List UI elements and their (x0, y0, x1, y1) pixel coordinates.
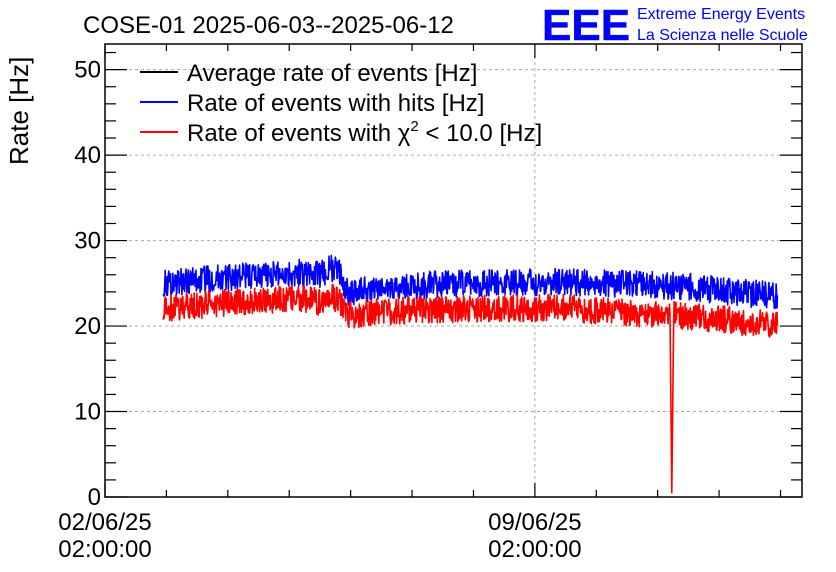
eee-logo-line2: La Scienza nelle Scuole (637, 27, 808, 44)
x-tick-label-date: 02/06/25 (58, 509, 151, 536)
eee-logo-line1: Extreme Energy Events (637, 6, 805, 23)
y-tick-label: 50 (74, 57, 101, 84)
legend-label-0: Average rate of events [Hz] (187, 60, 477, 87)
y-tick-label: 0 (88, 484, 101, 511)
eee-logo: EEE Extreme Energy Events La Scienza nel… (542, 1, 808, 51)
plot-frame (104, 43, 803, 498)
y-tick-label: 30 (74, 228, 101, 255)
y-tick-label: 20 (74, 313, 101, 340)
legend-label-1: Rate of events with hits [Hz] (187, 90, 484, 117)
chart-title: COSE-01 2025-06-03--2025-06-12 (83, 12, 454, 39)
y-tick-label: 10 (74, 399, 101, 426)
x-tick-label-time: 02:00:00 (488, 536, 581, 563)
eee-logo-mark: EEE (542, 1, 630, 50)
x-tick-label-date: 09/06/25 (488, 509, 581, 536)
axes: 0102030405002/06/2502:00:0009/06/2502:00… (58, 43, 803, 563)
series-line-1 (162, 254, 779, 310)
grid-lines (105, 44, 802, 497)
series-layer (162, 254, 779, 494)
x-tick-label-time: 02:00:00 (58, 536, 151, 563)
series-line-2 (162, 283, 779, 494)
legend: Average rate of events [Hz] Rate of event… (140, 60, 542, 147)
y-tick-label: 40 (74, 142, 101, 169)
y-axis-label: Rate [Hz] (4, 57, 34, 165)
legend-label-2: Rate of events with χ2 < 10.0 [Hz] (187, 118, 542, 147)
